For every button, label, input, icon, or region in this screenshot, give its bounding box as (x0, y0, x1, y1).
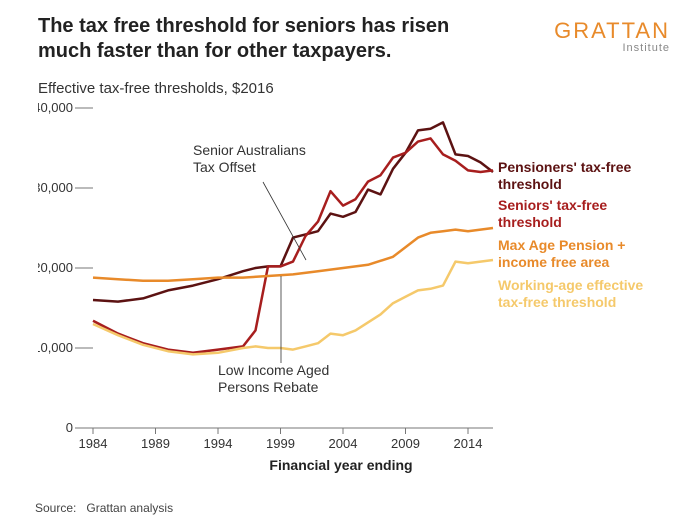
annotation-liapr: Persons Rebate (218, 379, 319, 395)
series-seniors (93, 138, 493, 352)
chart-subtitle: Effective tax-free thresholds, $2016 (38, 80, 274, 97)
svg-text:2014: 2014 (454, 436, 483, 451)
annotation-line-sato (263, 182, 306, 260)
chart-title: The tax free threshold for seniors has r… (38, 14, 478, 64)
source-text: Source: Grattan analysis (35, 501, 173, 515)
svg-text:1999: 1999 (266, 436, 295, 451)
logo: GRATTAN Institute (554, 18, 670, 54)
svg-text:20,000: 20,000 (38, 260, 73, 275)
annotation-sato: Tax Offset (193, 159, 256, 175)
annotation-liapr: Low Income Aged (218, 362, 329, 378)
series-label-seniors: Seniors' tax-free (498, 197, 607, 213)
svg-text:1989: 1989 (141, 436, 170, 451)
svg-text:1984: 1984 (79, 436, 108, 451)
series-label-working: Working-age effective (498, 277, 643, 293)
annotation-sato: Senior Australians (193, 142, 306, 158)
chart-page: The tax free threshold for seniors has r… (0, 0, 700, 525)
svg-text:0: 0 (66, 420, 73, 435)
svg-text:Financial year ending: Financial year ending (269, 457, 412, 473)
series-label-pensioners: threshold (498, 176, 562, 192)
series-label-maxage: income free area (498, 254, 609, 270)
line-chart: 0 10,000 20,000 30,000 40,000 1984 1989 1994 199… (38, 100, 668, 480)
svg-text:30,000: 30,000 (38, 180, 73, 195)
svg-text:2004: 2004 (329, 436, 358, 451)
svg-text:2009: 2009 (391, 436, 420, 451)
series-label-seniors: threshold (498, 214, 562, 230)
svg-text:40,000: 40,000 (38, 100, 73, 115)
series-label-pensioners: Pensioners' tax-free (498, 159, 631, 175)
svg-text:1994: 1994 (204, 436, 233, 451)
series-label-working: tax-free threshold (498, 294, 616, 310)
logo-text: GRATTAN (554, 18, 670, 44)
series-label-maxage: Max Age Pension + (498, 237, 625, 253)
svg-text:10,000: 10,000 (38, 340, 73, 355)
